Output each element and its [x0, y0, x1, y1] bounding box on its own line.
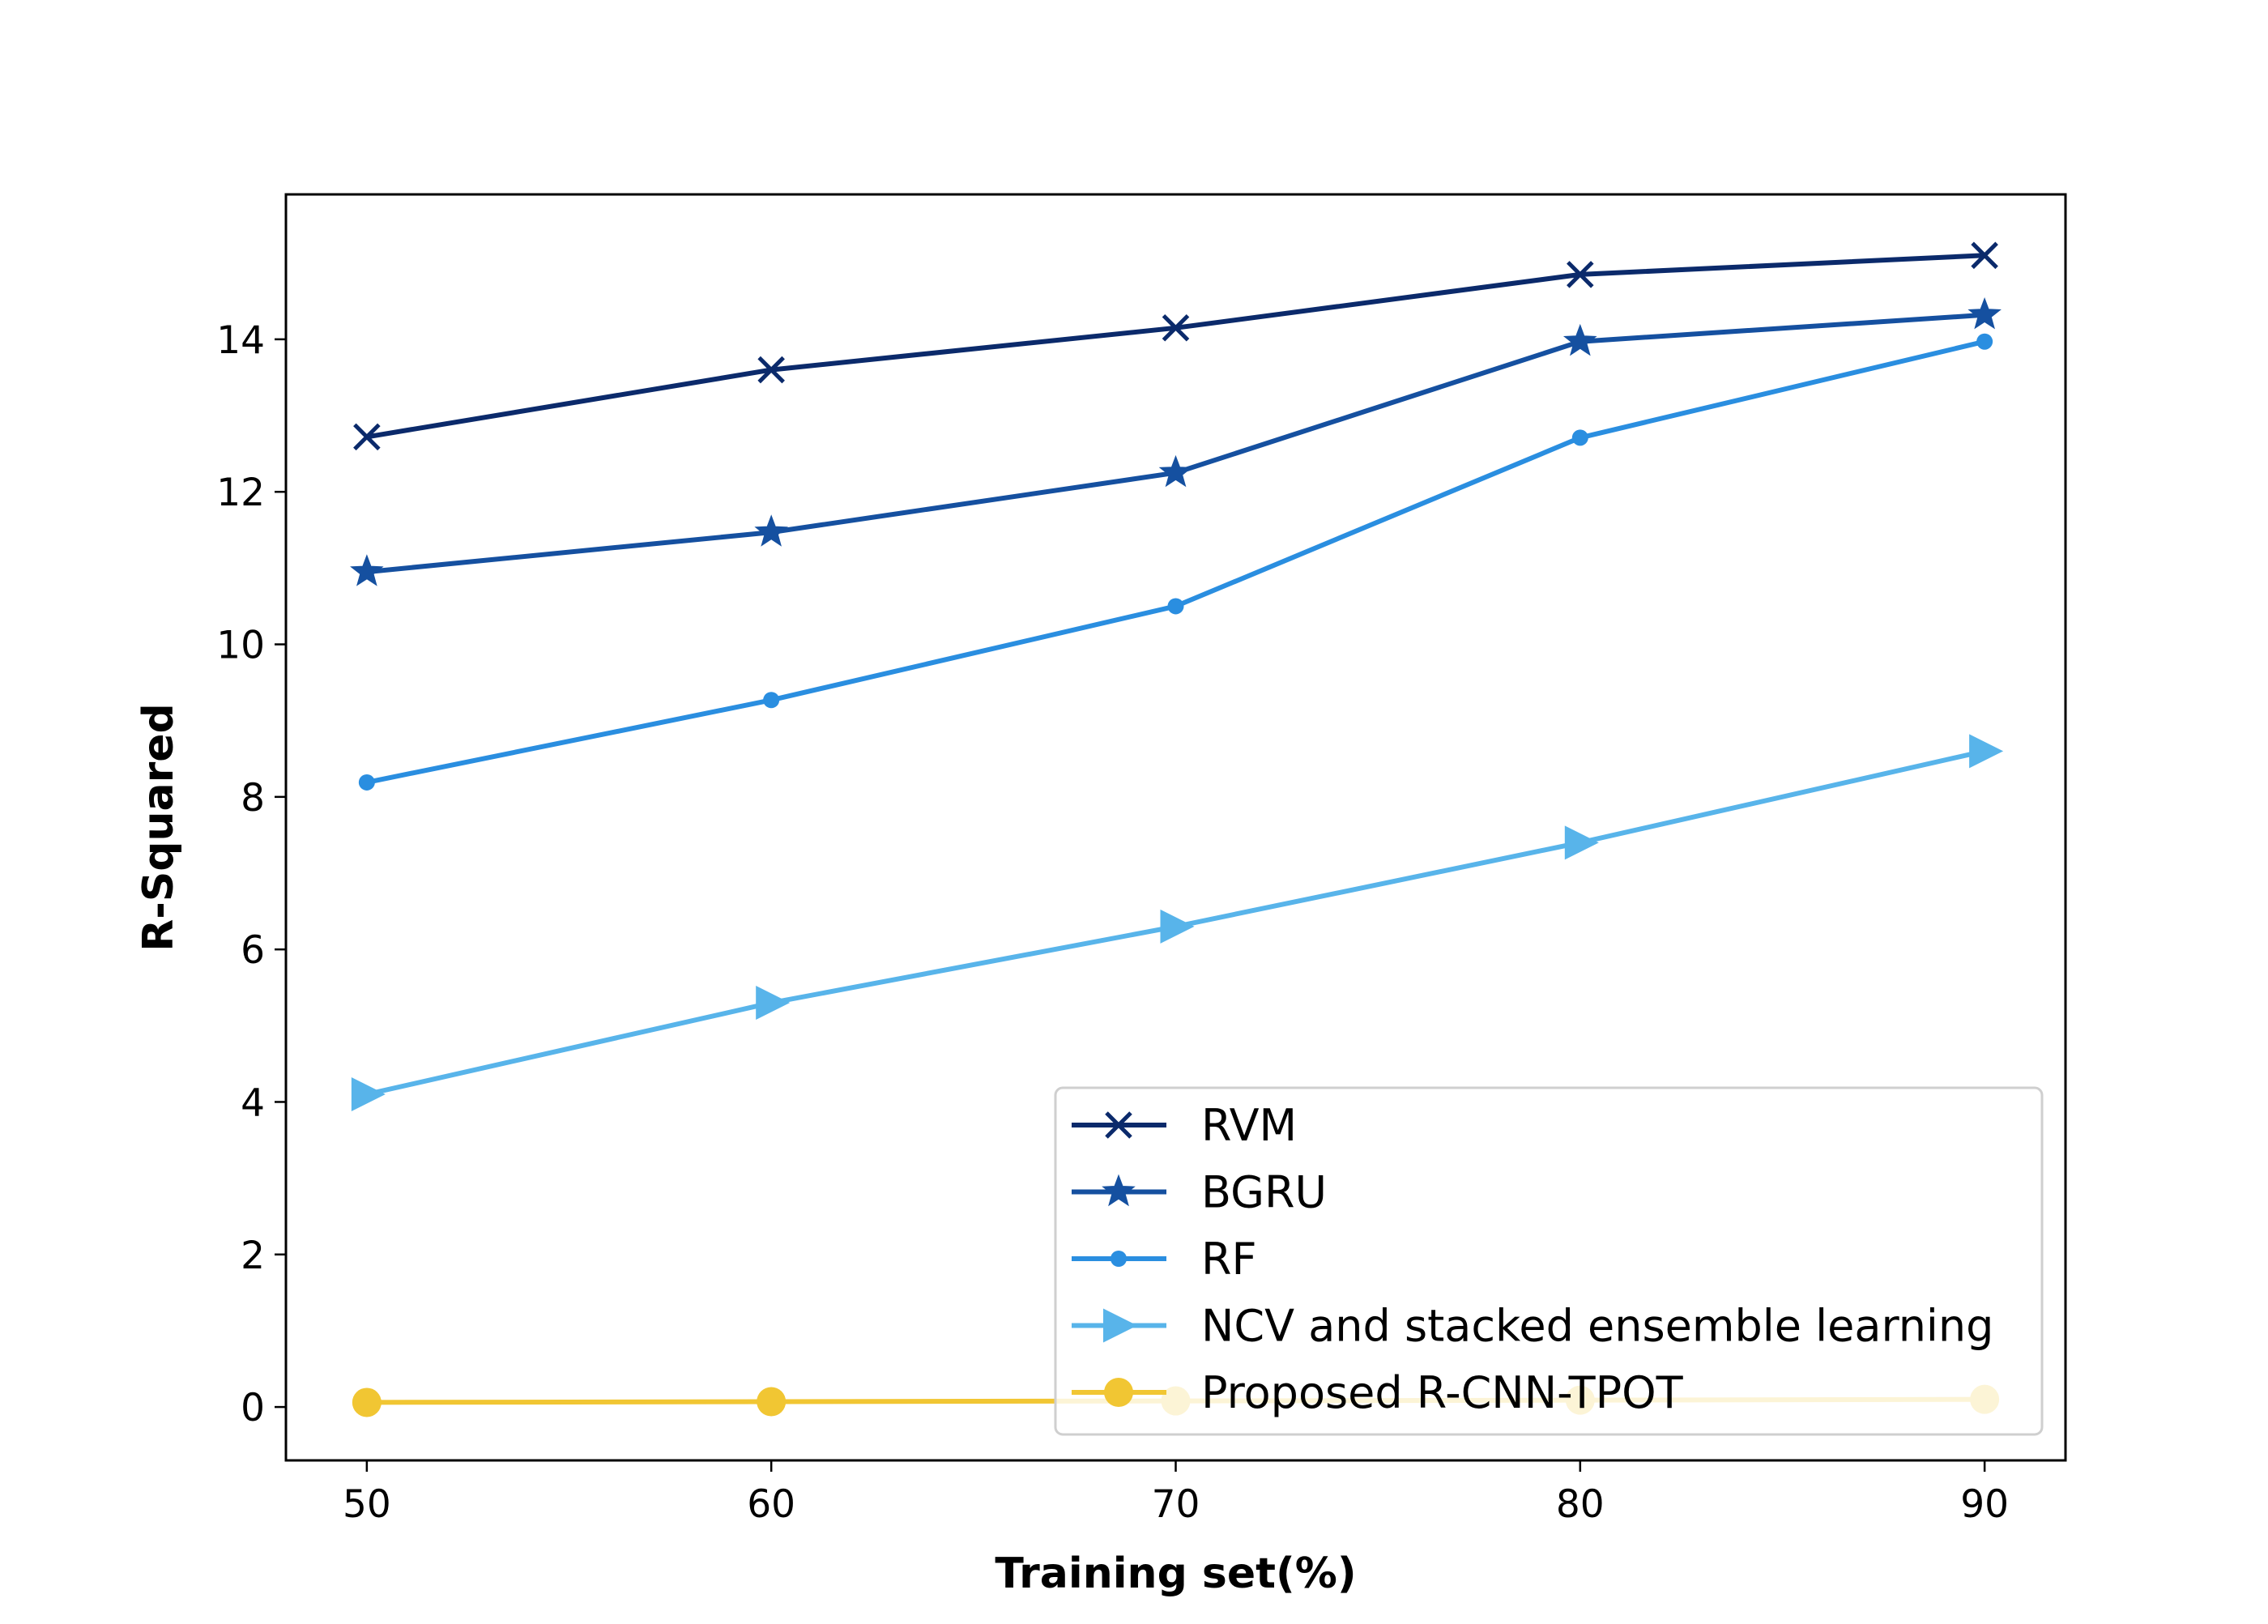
- legend-item: Proposed R-CNN-TPOT: [1072, 1367, 1684, 1418]
- y-tick-label: 6: [241, 928, 265, 973]
- x-tick-label: 50: [343, 1482, 391, 1527]
- legend-marker: [1111, 1251, 1127, 1267]
- series-1: [350, 296, 2002, 586]
- legend-item: RVM: [1072, 1100, 1297, 1151]
- y-tick-label: 4: [241, 1081, 265, 1125]
- data-point: [1562, 323, 1597, 356]
- legend-marker: [1105, 1111, 1132, 1139]
- y-tick-label: 0: [241, 1386, 265, 1430]
- series-3: [351, 734, 2004, 1112]
- data-point: [358, 774, 375, 791]
- legend-item: RF: [1072, 1234, 1257, 1285]
- data-point: [1160, 909, 1195, 944]
- x-tick-label: 60: [747, 1482, 795, 1527]
- data-point: [756, 986, 791, 1021]
- legend: RVM BGRU RF NCV and stacked ensemble learni…: [1054, 1086, 2044, 1436]
- series-line: [366, 312, 1985, 575]
- series-0: [353, 241, 1998, 451]
- x-axis: 50 60 70 80 90: [343, 1460, 2009, 1527]
- data-point: [1158, 454, 1193, 488]
- legend-marker: [1102, 1174, 1136, 1207]
- data-point: [1162, 314, 1190, 342]
- data-point: [352, 1387, 382, 1417]
- data-point: [757, 356, 785, 384]
- data-point: [1971, 241, 1998, 270]
- legend-label: RF: [1201, 1234, 1257, 1285]
- y-axis: 0 2 4 6 8 10 12 14: [216, 318, 286, 1430]
- legend-marker: [1104, 1378, 1133, 1407]
- series-2: [358, 333, 1993, 791]
- y-axis-title: R-Squared: [134, 703, 183, 952]
- legend-box: [1054, 1086, 2044, 1436]
- data-point: [1976, 333, 1993, 350]
- data-point: [1969, 734, 2004, 769]
- data-point: [1967, 296, 2002, 330]
- y-tick-label: 14: [216, 318, 265, 363]
- y-tick-label: 10: [216, 624, 265, 668]
- series-line: [366, 339, 1985, 785]
- legend-label: Proposed R-CNN-TPOT: [1201, 1367, 1684, 1418]
- data-point: [1564, 825, 1599, 860]
- series-line: [366, 253, 1985, 440]
- legend-item: NCV and stacked ensemble learning: [1072, 1301, 1993, 1352]
- x-tick-label: 90: [1960, 1482, 2009, 1527]
- data-point: [351, 1077, 386, 1112]
- legend-label: RVM: [1201, 1100, 1297, 1151]
- x-axis-title: Training set(%): [995, 1549, 1356, 1598]
- x-tick-label: 80: [1556, 1482, 1605, 1527]
- legend-item: BGRU: [1072, 1167, 1327, 1218]
- data-point: [1571, 429, 1588, 446]
- y-tick-label: 12: [216, 471, 265, 515]
- data-point: [353, 423, 381, 451]
- y-tick-label: 8: [241, 776, 265, 821]
- legend-label: NCV and stacked ensemble learning: [1201, 1301, 1993, 1352]
- data-point: [1167, 598, 1184, 615]
- legend-marker: [1103, 1308, 1137, 1343]
- data-point: [757, 1387, 787, 1417]
- data-point: [754, 514, 789, 547]
- data-point: [1567, 261, 1594, 288]
- legend-label: BGRU: [1201, 1167, 1327, 1218]
- data-point: [350, 554, 384, 586]
- y-tick-label: 2: [241, 1234, 265, 1278]
- x-tick-label: 70: [1152, 1482, 1200, 1527]
- data-point: [763, 692, 780, 709]
